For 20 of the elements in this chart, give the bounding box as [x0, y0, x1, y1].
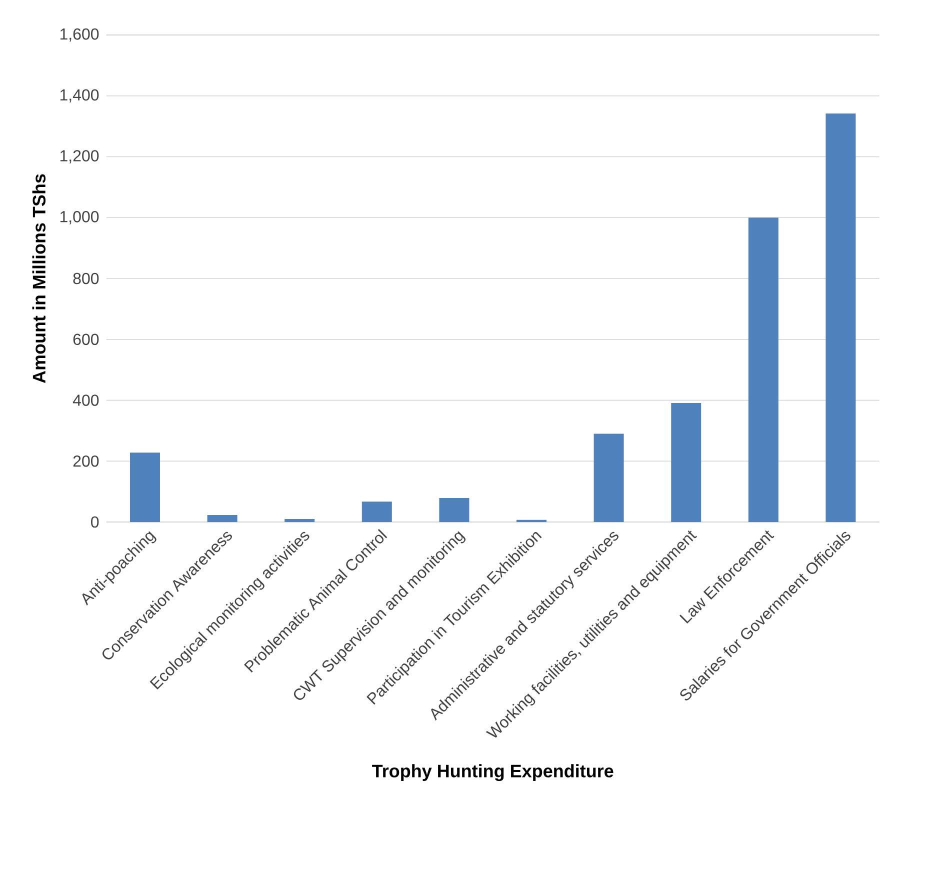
y-tick-label: 400 — [72, 394, 99, 406]
bar — [439, 498, 470, 522]
y-tick-label: 1,600 — [60, 28, 99, 42]
bar — [362, 502, 392, 522]
bar — [130, 452, 160, 522]
y-axis-title: Amount in Millions TShs — [32, 174, 46, 384]
bar — [594, 434, 624, 522]
y-tick-label: 200 — [73, 455, 99, 467]
y-tick-label: 600 — [73, 334, 99, 346]
y-tick-label: 1,000 — [60, 211, 99, 224]
bar — [284, 518, 315, 522]
bar — [826, 114, 856, 522]
y-tick-label: 1,200 — [60, 150, 99, 164]
bar — [748, 218, 778, 522]
y-tick-label: 0 — [91, 516, 99, 528]
x-axis-title: Trophy Hunting Expenditure — [372, 764, 614, 782]
y-tick-label: 1,400 — [60, 89, 99, 102]
bar — [671, 402, 702, 522]
y-tick-label: 800 — [73, 272, 99, 284]
bar — [207, 514, 238, 522]
